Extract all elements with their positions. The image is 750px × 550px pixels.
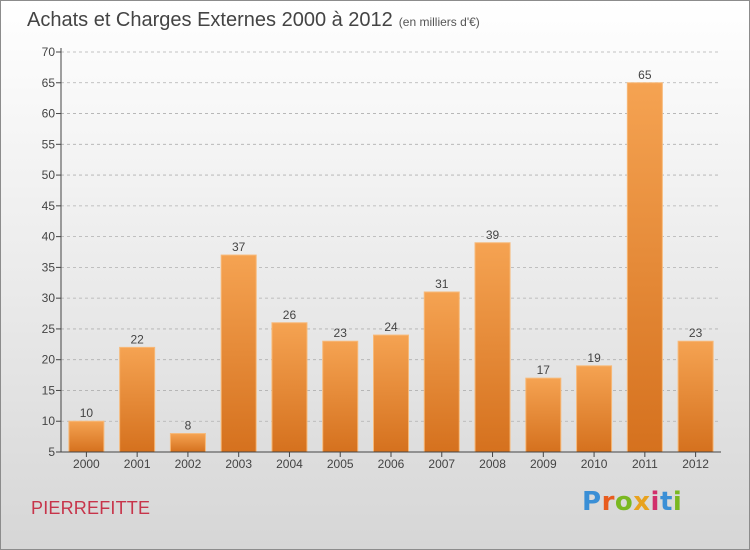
logo-letter: t xyxy=(659,487,673,517)
logo-letter: P xyxy=(582,487,602,517)
data-label-2010: 19 xyxy=(587,351,601,365)
y-tick-label-65: 65 xyxy=(42,76,56,90)
bar-2006 xyxy=(373,334,409,453)
bar-2009 xyxy=(525,377,562,453)
x-tick-label-2001: 2001 xyxy=(124,457,151,471)
x-tick-label-2006: 2006 xyxy=(378,457,405,471)
x-tick-label-2011: 2011 xyxy=(632,457,658,471)
x-tick-label-2002: 2002 xyxy=(175,457,202,471)
logo-letter: i xyxy=(672,487,683,517)
bars xyxy=(68,82,714,453)
x-tick-label-2012: 2012 xyxy=(682,457,709,471)
bar-2010 xyxy=(576,365,613,453)
x-tick-label-2008: 2008 xyxy=(479,457,506,471)
y-tick-label-45: 45 xyxy=(42,199,56,213)
data-label-2005: 23 xyxy=(334,326,348,340)
logo-letter: x xyxy=(633,487,651,517)
data-label-2008: 39 xyxy=(486,228,500,242)
commune-name: PIERREFITTE xyxy=(31,498,151,518)
data-label-2000: 10 xyxy=(80,406,94,420)
y-tick-label-50: 50 xyxy=(42,168,56,182)
y-tick-label-55: 55 xyxy=(42,137,56,151)
y-tick-label-30: 30 xyxy=(42,291,56,305)
bar-2008 xyxy=(474,242,511,453)
x-tick-label-2009: 2009 xyxy=(530,457,557,471)
x-tick-label-2010: 2010 xyxy=(581,457,608,471)
data-label-2009: 17 xyxy=(537,363,551,377)
bar-2001 xyxy=(119,346,156,453)
chart-subtitle: (en milliers d'€) xyxy=(398,15,480,29)
y-tick-label-15: 15 xyxy=(42,383,56,397)
y-tick-label-40: 40 xyxy=(42,230,56,244)
chart-title: Achats et Charges Externes 2000 à 2012 (e… xyxy=(27,9,480,32)
data-label-2012: 23 xyxy=(689,326,703,340)
bar-2003 xyxy=(220,254,257,453)
y-tick-label-25: 25 xyxy=(42,322,56,336)
axes xyxy=(56,48,721,457)
y-tick-label-60: 60 xyxy=(42,107,56,121)
bar-2012 xyxy=(677,340,714,453)
proxiti-logo: Proxiti xyxy=(582,487,682,517)
labels: 5 10 15 20 25 30 35 40 45 50 55 60 65 70 10 2000 22 2001 8… xyxy=(42,45,710,471)
x-tick-label-2005: 2005 xyxy=(327,457,354,471)
bar-2002 xyxy=(169,433,206,453)
bar-2007 xyxy=(423,291,460,453)
data-label-2006: 24 xyxy=(384,320,398,334)
chart-title-text: Achats et Charges Externes 2000 à 2012 xyxy=(27,9,393,31)
bar-2005 xyxy=(322,340,359,453)
logo-letter: r xyxy=(601,487,615,517)
y-tick-label-20: 20 xyxy=(42,353,56,367)
x-tick-label-2000: 2000 xyxy=(73,457,100,471)
logo-letter: o xyxy=(614,487,634,517)
y-tick-label-35: 35 xyxy=(42,260,56,274)
bar-2011 xyxy=(626,82,663,453)
y-tick-label-5: 5 xyxy=(48,445,55,459)
data-label-2002: 8 xyxy=(185,419,192,433)
y-tick-label-70: 70 xyxy=(42,45,56,59)
logo-letter: i xyxy=(650,487,660,517)
data-label-2001: 22 xyxy=(130,332,144,346)
bar-2000 xyxy=(68,420,105,453)
data-label-2011: 65 xyxy=(638,68,652,82)
data-label-2004: 26 xyxy=(283,308,297,322)
x-tick-label-2003: 2003 xyxy=(225,457,252,471)
data-label-2007: 31 xyxy=(435,277,449,291)
x-tick-label-2004: 2004 xyxy=(276,457,303,471)
data-label-2003: 37 xyxy=(232,240,246,254)
y-tick-label-10: 10 xyxy=(42,414,56,428)
bar-2004 xyxy=(271,322,308,453)
x-tick-label-2007: 2007 xyxy=(428,457,455,471)
